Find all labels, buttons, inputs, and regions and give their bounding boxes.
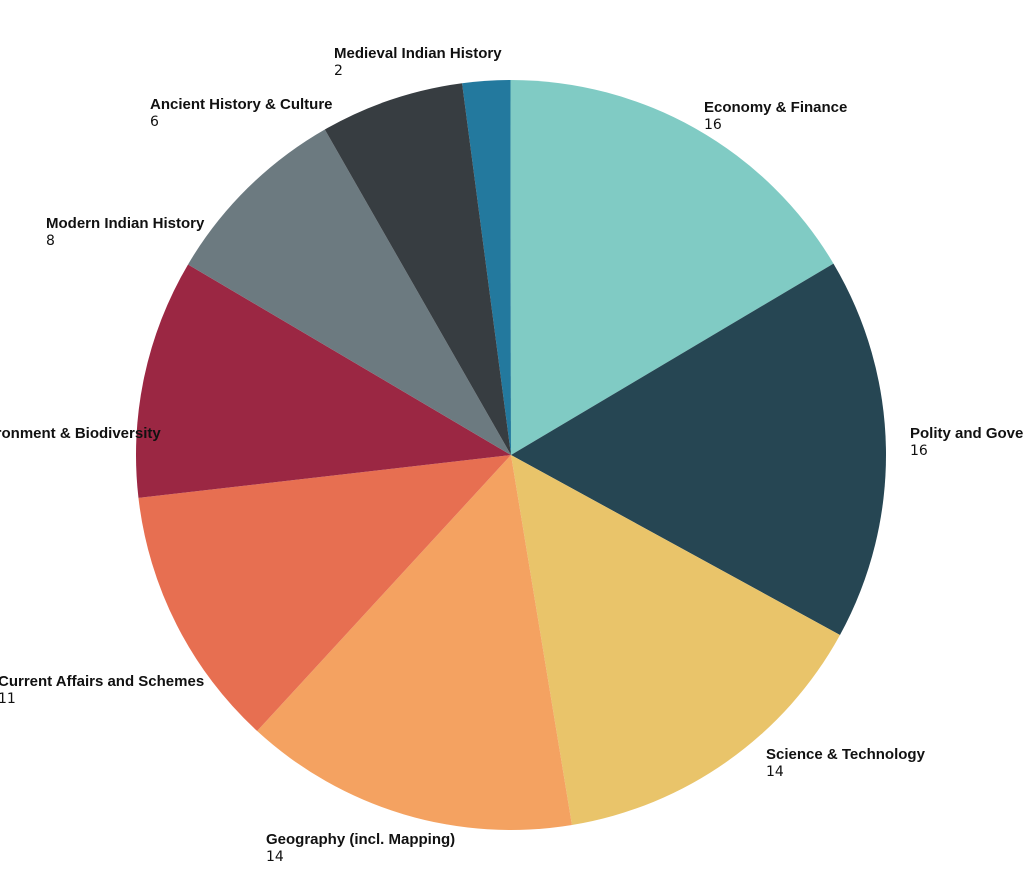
slice-label: Ancient History & Culture	[150, 96, 333, 113]
slice-label: Medieval Indian History	[334, 45, 502, 62]
pie-slice	[324, 83, 511, 456]
pie-slice	[462, 80, 511, 455]
pie-slice	[510, 79, 834, 456]
pie-slice	[511, 455, 840, 826]
slice-label: Modern Indian History	[46, 215, 205, 232]
slice-value: 6	[150, 114, 159, 130]
pie-slice	[138, 455, 511, 732]
pie-slice	[257, 455, 572, 830]
slice-value: 16	[910, 443, 928, 459]
slice-label: Economy & Finance	[704, 99, 847, 116]
pie-slice	[511, 263, 887, 635]
slice-value: 8	[46, 233, 55, 249]
slice-value: 16	[704, 117, 722, 133]
slice-value: 14	[266, 849, 284, 865]
slice-label: Environment & Biodiversity	[0, 425, 161, 442]
pie-slices	[135, 79, 887, 830]
slice-label: Polity and Governance	[910, 425, 1024, 442]
slice-label: Current Affairs and Schemes	[0, 673, 204, 690]
pie-slice	[188, 129, 511, 456]
slice-label: Geography (incl. Mapping)	[266, 831, 455, 848]
slice-value: 2	[334, 63, 343, 79]
slice-value: 14	[766, 764, 784, 780]
pie-slice	[135, 264, 511, 498]
slice-value: 11	[0, 691, 16, 707]
slice-label: Science & Technology	[766, 746, 926, 763]
